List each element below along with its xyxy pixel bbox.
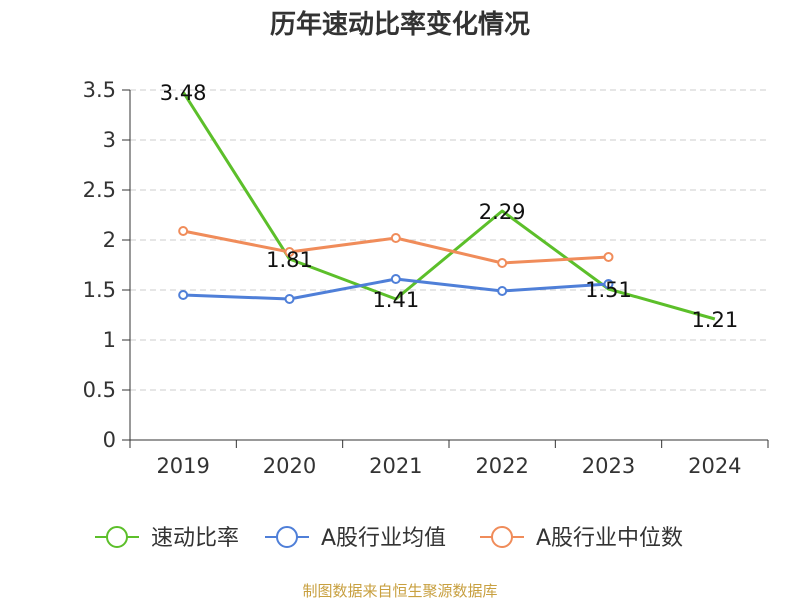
- source-note: 制图数据来自恒生聚源数据库: [302, 582, 497, 600]
- y-tick-label: 2.5: [83, 178, 116, 202]
- data-labels: 3.48 1.81 1.41 2.29 1.51 1.21: [160, 81, 738, 332]
- chart-title: 历年速动比率变化情况: [270, 9, 530, 40]
- legend: 速动比率 A股行业均值 A股行业中位数: [95, 526, 683, 551]
- axes: 0 0.5 1 1.5 2 2.5 3 3.5 2019 2020 2021 2022 2023 2024: [83, 78, 769, 478]
- y-tick-label: 3.5: [83, 78, 116, 102]
- data-point: [603, 252, 614, 262]
- x-tick-label: 2021: [369, 454, 422, 478]
- x-tick-label: 2023: [582, 454, 635, 478]
- legend-label: A股行业中位数: [536, 526, 683, 551]
- data-label: 1.81: [266, 248, 313, 272]
- data-point: [284, 247, 295, 257]
- data-label: 1.21: [691, 308, 738, 332]
- legend-item-3: A股行业中位数: [480, 526, 683, 551]
- data-label: 2.29: [479, 200, 526, 224]
- data-point: [603, 279, 614, 289]
- x-tick-label: 2022: [475, 454, 528, 478]
- series-3: [178, 226, 614, 268]
- series-lines: [178, 91, 716, 321]
- legend-marker: [276, 526, 298, 548]
- data-point: [497, 286, 508, 296]
- y-tick-label: 1.5: [83, 278, 116, 302]
- data-label: 3.48: [160, 81, 207, 105]
- series-line: [181, 91, 716, 321]
- data-point: [284, 294, 295, 304]
- data-point: [390, 274, 401, 284]
- y-tick-label: 0: [103, 428, 116, 452]
- legend-item-2: A股行业均值: [265, 526, 446, 551]
- data-point: [178, 226, 189, 236]
- grid: [130, 89, 768, 391]
- y-tick-label: 3: [103, 128, 116, 152]
- data-label: 1.41: [372, 288, 419, 312]
- data-point: [497, 258, 508, 268]
- x-tick-label: 2024: [688, 454, 741, 478]
- series-2: [178, 274, 614, 304]
- data-label: 1.51: [585, 278, 632, 302]
- legend-marker: [106, 526, 128, 548]
- legend-item-1: 速动比率: [95, 526, 239, 551]
- y-tick-label: 0.5: [83, 378, 116, 402]
- y-tick-label: 1: [103, 328, 116, 352]
- legend-label: 速动比率: [151, 526, 239, 551]
- data-point: [178, 290, 189, 300]
- y-tick-label: 2: [103, 228, 116, 252]
- legend-marker: [491, 526, 513, 548]
- data-point: [390, 233, 401, 243]
- x-tick-label: 2020: [263, 454, 316, 478]
- x-tick-label: 2019: [156, 454, 209, 478]
- series-1: [181, 91, 716, 321]
- legend-label: A股行业均值: [321, 526, 446, 551]
